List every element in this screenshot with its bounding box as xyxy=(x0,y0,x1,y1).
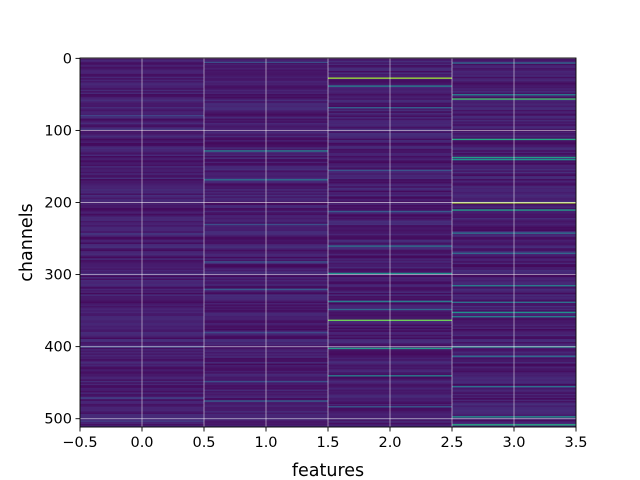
x-tick-label: 1.0 xyxy=(254,435,277,451)
x-tick-label: 2.5 xyxy=(440,435,463,451)
y-axis: 0 100 200 300 400 500 xyxy=(44,51,80,428)
y-tick-label: 100 xyxy=(44,123,72,139)
y-axis-label: channels xyxy=(17,203,37,281)
y-tick-label: 200 xyxy=(44,196,72,212)
y-tick-label: 300 xyxy=(44,268,72,284)
x-tick-label: 3.0 xyxy=(502,435,525,451)
y-tick-label: 500 xyxy=(44,412,72,428)
x-tick-label: 3.5 xyxy=(564,435,587,451)
y-tick-label: 400 xyxy=(44,340,72,356)
x-tick-label: 2.0 xyxy=(378,435,401,451)
x-axis-label: features xyxy=(292,461,364,480)
x-tick-label: 0.0 xyxy=(130,435,153,451)
y-tick-label: 0 xyxy=(63,51,72,67)
x-tick-label: 1.5 xyxy=(316,435,339,451)
x-tick-label: 0.5 xyxy=(192,435,215,451)
x-tick-label: −0.5 xyxy=(62,435,97,451)
x-axis: −0.5 0.0 0.5 1.0 1.5 2.0 2.5 3.0 3.5 xyxy=(62,427,588,451)
